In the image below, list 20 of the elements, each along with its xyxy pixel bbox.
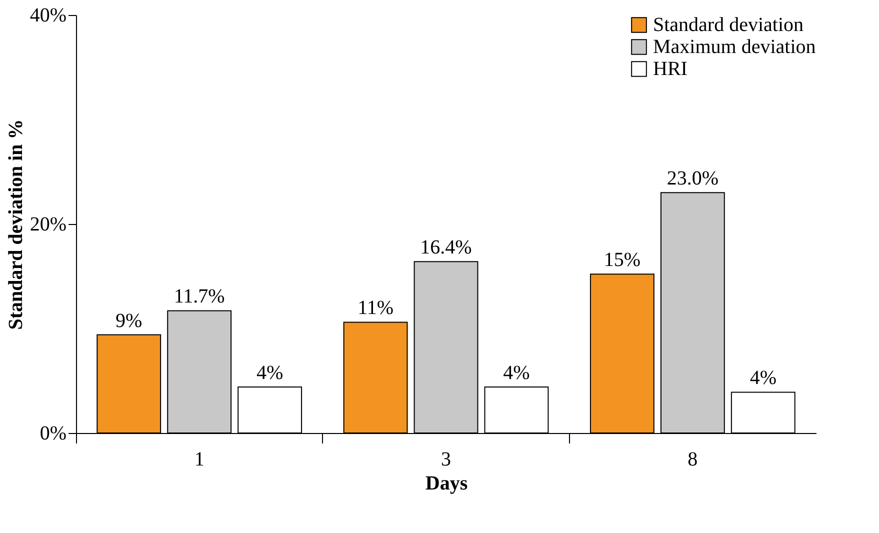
x-tick-label: 3	[441, 448, 451, 470]
x-axis-title: Days	[425, 472, 468, 494]
x-tick-label: 8	[688, 448, 698, 470]
data-label: 4%	[503, 362, 530, 384]
data-label: 9%	[116, 310, 142, 332]
data-label: 4%	[750, 367, 776, 390]
x-tick-label: 1	[194, 448, 204, 470]
legend-label: HRI	[653, 58, 688, 80]
data-label: 11.7%	[174, 286, 225, 308]
legend-label: Maximum deviation	[653, 36, 816, 58]
legend-label: Standard deviation	[653, 14, 804, 36]
data-label: 16.4%	[420, 236, 472, 259]
data-label: 23.0%	[666, 168, 719, 190]
data-label: 4%	[256, 362, 284, 384]
y-tick-label: 40%	[30, 4, 66, 26]
data-label: 15%	[604, 249, 641, 272]
y-tick-label: 20%	[30, 214, 66, 236]
y-axis-title: Standard deviation in %	[4, 119, 27, 330]
y-tick-label: 0%	[40, 422, 66, 444]
data-label: 11%	[358, 297, 394, 320]
